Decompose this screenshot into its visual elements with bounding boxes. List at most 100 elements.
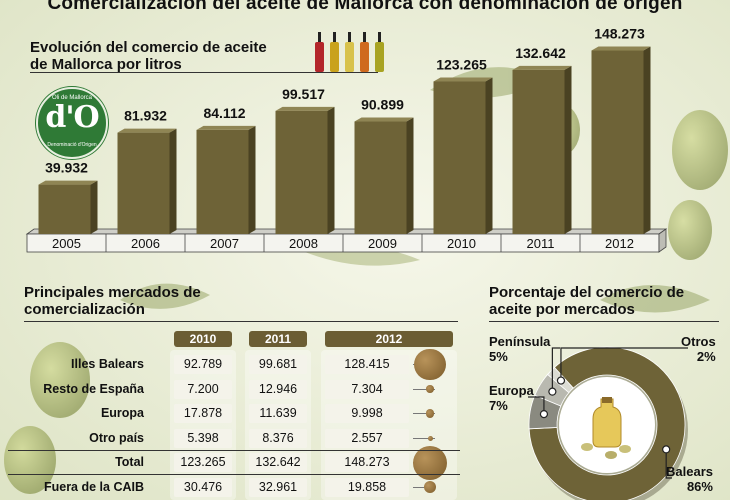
olive-decoration	[30, 342, 90, 418]
leader-line	[560, 347, 688, 381]
proportion-circle	[423, 480, 437, 494]
donut-label-balears: Balears 86%	[666, 464, 713, 494]
leaf-decoration	[600, 285, 710, 313]
donut-label-otros: Otros 2%	[681, 334, 716, 364]
bar	[354, 121, 407, 234]
donut-label-europa: Europa 7%	[489, 383, 534, 413]
bar-top	[591, 46, 651, 51]
year-tick-label: 2006	[131, 236, 160, 251]
bar	[512, 69, 565, 234]
row-label: Otro país	[89, 430, 144, 445]
bar-chart-title: Evolución del comercio de aceite de Mall…	[30, 39, 267, 73]
table-cell: 148.273	[325, 453, 409, 472]
bar-value-label: 123.265	[436, 56, 487, 72]
table-cell: 99.681	[249, 355, 307, 374]
year-tick-label: 2010	[447, 236, 476, 251]
bar-top	[354, 117, 414, 122]
bar-value-label: 99.517	[282, 86, 325, 102]
table-cell: 5.398	[174, 428, 232, 448]
year-tick-label: 2005	[52, 236, 81, 251]
table-cell: 7.304	[325, 379, 409, 399]
row-label: Fuera de la CAIB	[43, 479, 144, 494]
row-connector	[413, 437, 435, 439]
row-label: Resto de España	[43, 381, 144, 396]
bar-chart: 2005 2006 2007 2008 2009 2010 2011 2012 39.932 81…	[25, 26, 668, 253]
total-separator	[8, 450, 460, 451]
table-cell: 11.639	[249, 404, 307, 423]
bar	[38, 184, 91, 234]
table-cell: 9.998	[325, 404, 409, 423]
oil-bottles-icon	[315, 32, 384, 72]
column-panel	[170, 350, 236, 500]
row-connector	[413, 388, 435, 390]
proportion-circle	[425, 409, 435, 418]
denomination-logo: Oli de Mallorca d'O Denominació d'Origen	[36, 87, 108, 159]
bar-top	[38, 180, 98, 185]
column-panel	[245, 350, 311, 500]
slice-name: Balears	[666, 464, 713, 479]
bar-side	[564, 65, 572, 234]
table-cell: 30.476	[174, 477, 232, 497]
year-axis: 2005 2006 2007 2008 2009 2010 2011 2012	[25, 228, 668, 253]
bar-side	[169, 128, 177, 234]
column-header-2010: 2010	[174, 331, 232, 347]
proportion-circle	[414, 348, 446, 381]
table-cell: 19.858	[325, 477, 409, 497]
olive-decoration	[668, 200, 712, 260]
bar-side	[327, 106, 335, 234]
bar-top	[512, 65, 572, 70]
bar-top	[275, 106, 335, 111]
slice-percent: 86%	[686, 479, 713, 494]
year-tick-label: 2009	[368, 236, 397, 251]
bar-2007: 84.112	[196, 105, 256, 234]
bar-top	[117, 128, 177, 133]
leader-dot	[556, 376, 566, 385]
logo-main-text: d'O	[45, 100, 99, 135]
leader-line	[528, 396, 545, 415]
bar-value-label: 132.642	[515, 45, 566, 61]
bar-value-label: 81.932	[124, 108, 167, 124]
leaf-decoration	[120, 283, 210, 309]
olive-decoration	[672, 110, 728, 190]
bar-2006: 81.932	[117, 108, 177, 234]
row-label: Total	[115, 455, 144, 469]
bar-2011: 132.642	[512, 45, 572, 234]
main-title: Comercialización del aceite de Mallorca …	[47, 0, 683, 14]
title-underline	[30, 72, 378, 73]
table-cell: 128.415	[325, 355, 409, 374]
column-header-2012: 2012	[325, 331, 453, 347]
table-cell: 7.200	[174, 379, 232, 399]
year-tick-label: 2012	[605, 236, 634, 251]
table-title: Principales mercados de comercialización	[24, 284, 201, 318]
donut-title-underline	[489, 321, 719, 322]
leader-dot	[548, 387, 557, 396]
table-cell: 2.557	[325, 428, 409, 448]
proportion-circle	[413, 445, 447, 480]
bar	[433, 81, 486, 234]
bar-side	[248, 125, 256, 234]
leader-line	[665, 449, 672, 479]
row-connector	[413, 413, 435, 414]
logo-top-text: Oli de Mallorca	[51, 95, 92, 101]
bar-side	[643, 46, 651, 234]
bar-value-label: 148.273	[594, 26, 645, 42]
olive-decoration	[4, 426, 56, 494]
table-cell: 32.961	[249, 477, 307, 497]
slice-name: Europa	[489, 383, 534, 398]
slice-name: Península	[489, 334, 551, 349]
bar-side	[90, 180, 98, 234]
table-title-underline	[24, 321, 458, 322]
proportion-circle	[426, 385, 434, 393]
row-label: Illes Balears	[71, 357, 144, 371]
bar-value-label: 39.932	[45, 160, 88, 176]
bar-2009: 90.899	[354, 97, 414, 234]
bar-value-label: 90.899	[361, 97, 404, 113]
slice-percent: 7%	[489, 398, 508, 413]
table-cell: 123.265	[174, 453, 232, 472]
bar	[275, 110, 328, 234]
donut-label-península: Península 5%	[489, 334, 550, 364]
table-cell: 8.376	[249, 428, 307, 448]
proportion-circle	[427, 435, 433, 441]
